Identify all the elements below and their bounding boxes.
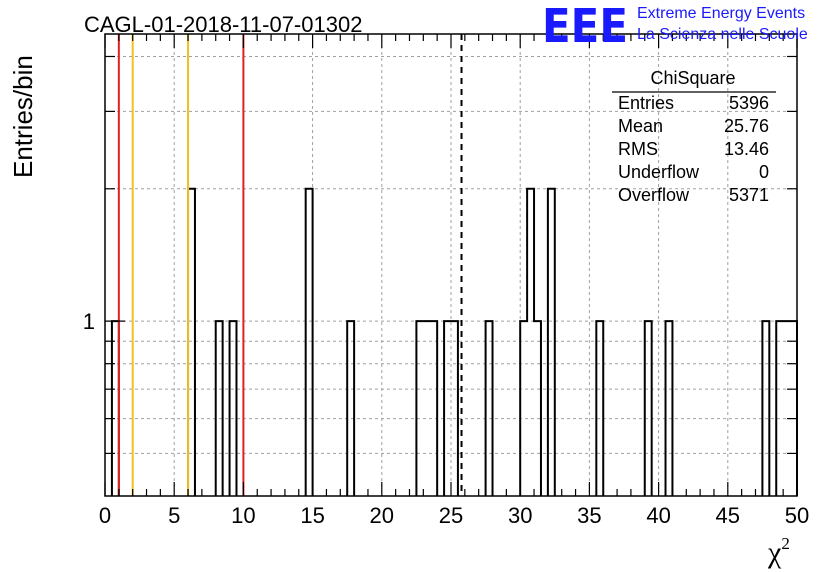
stats-title: ChiSquare: [650, 68, 735, 88]
x-tick-label: 0: [99, 503, 111, 528]
x-tick-label: 35: [577, 503, 601, 528]
x-tick-label: 40: [646, 503, 670, 528]
stats-value: 5396: [729, 93, 769, 113]
axis-tick-labels: 0 5 10 15 20 25 30 35 40 45 50 1: [83, 309, 809, 528]
threshold-lines: [117, 34, 463, 496]
histogram-bin: [444, 321, 451, 496]
x-tick-label: 30: [508, 503, 532, 528]
histogram-bin: [188, 189, 195, 496]
histogram-bin: [776, 321, 783, 496]
stats-label: Mean: [618, 116, 663, 136]
x-tick-label: 45: [716, 503, 740, 528]
histogram-bin: [451, 321, 458, 496]
stats-label: Entries: [618, 93, 674, 113]
stats-value: 5371: [729, 185, 769, 205]
stats-box: ChiSquare Entries 5396 Mean 25.76 RMS 13.46 Un…: [612, 68, 776, 205]
x-axis-label-symbol: χ: [767, 536, 782, 569]
logo-line-1: Extreme Energy Events: [637, 5, 805, 22]
histogram-bin: [596, 321, 603, 496]
stats-value: 0: [759, 162, 769, 182]
stats-value: 25.76: [724, 116, 769, 136]
axis-ticks: [104, 34, 798, 496]
x-axis-label: χ2: [767, 534, 790, 569]
grid: [105, 34, 797, 496]
histogram-bin: [216, 321, 223, 496]
stats-rows: Entries 5396 Mean 25.76 RMS 13.46 Underflow 0 Ov…: [618, 93, 769, 205]
histogram-bin: [534, 321, 541, 496]
y-axis-label: Entries/bin: [8, 55, 38, 178]
stats-label: Underflow: [618, 162, 700, 182]
x-tick-label: 25: [439, 503, 463, 528]
histogram-bin: [527, 189, 534, 496]
x-tick-label: 20: [370, 503, 394, 528]
histogram-bin: [666, 321, 673, 496]
histogram-bin: [306, 189, 313, 496]
histogram-bin: [423, 321, 430, 496]
histogram-bin: [548, 189, 555, 496]
stats-label: Overflow: [618, 185, 690, 205]
histogram-bin: [347, 321, 354, 496]
histogram-bin: [430, 321, 437, 496]
histogram-bin: [520, 321, 527, 496]
histogram-bin: [112, 321, 119, 496]
histogram-bin: [790, 321, 797, 496]
histogram-outline: [110, 187, 798, 496]
histogram-bin: [762, 321, 769, 496]
x-tick-label: 15: [300, 503, 324, 528]
eee-logo: EEE Extreme Energy Events La Scienza nel…: [542, 0, 808, 53]
histogram-bin: [783, 321, 790, 496]
histogram-bin: [230, 321, 237, 496]
histogram-bin: [486, 321, 493, 496]
x-tick-label: 5: [168, 503, 180, 528]
chart-title: CAGL-01-2018-11-07-01302: [84, 12, 362, 37]
histogram-bin: [645, 321, 652, 496]
stats-label: RMS: [618, 139, 658, 159]
x-tick-label: 50: [785, 503, 809, 528]
y-tick-label: 1: [83, 309, 95, 334]
histogram-bin: [416, 321, 423, 496]
stats-value: 13.46: [724, 139, 769, 159]
logo-mark: EEE: [542, 0, 628, 53]
logo-line-2: La Scienza nelle Scuole: [637, 26, 808, 43]
x-tick-label: 10: [231, 503, 255, 528]
x-axis-label-superscript: 2: [781, 534, 790, 553]
